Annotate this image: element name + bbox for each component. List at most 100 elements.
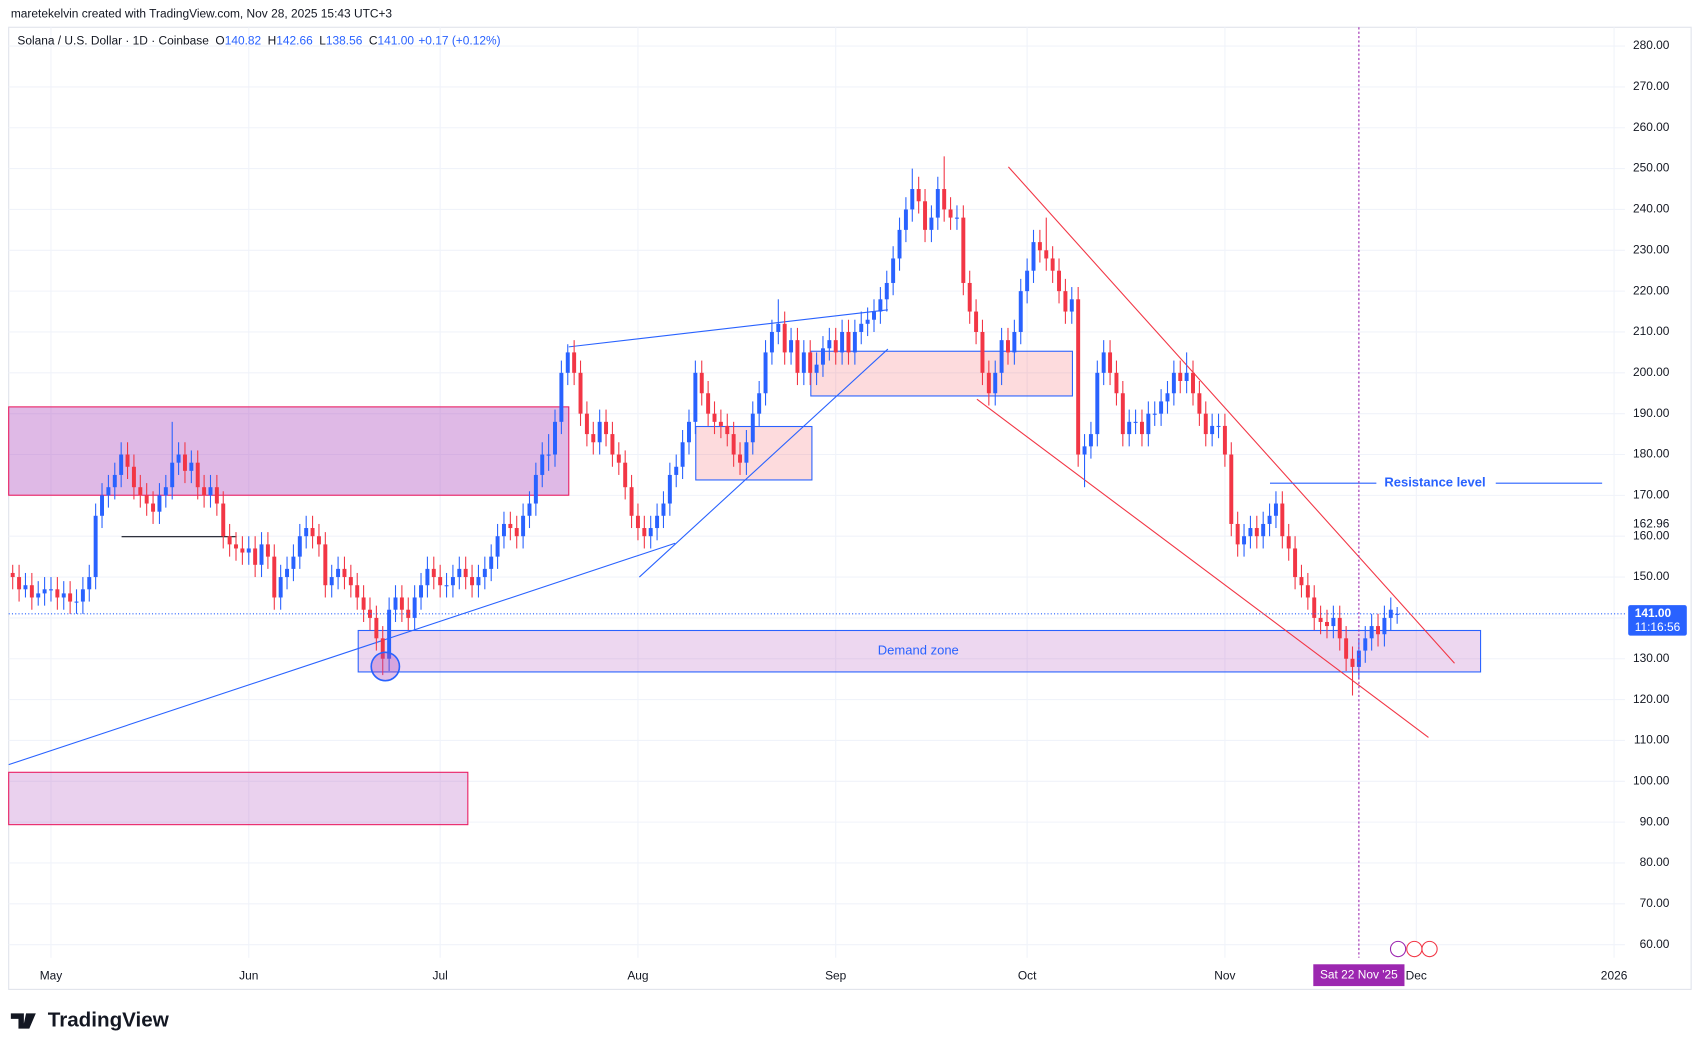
candle-body [100,495,105,516]
candle-body [782,323,787,353]
candle-body [265,544,270,557]
candle-body [1203,413,1208,435]
y-tick-label: 120.00 [1633,692,1670,706]
legend-key: C [369,34,378,48]
x-tick-label: Dec [1406,968,1427,982]
y-tick-label: 240.00 [1633,202,1670,216]
candle-body [814,364,819,373]
candle-body [840,331,845,353]
candle-body [214,487,219,504]
candle-body [865,319,870,324]
legend-title: Solana / U.S. Dollar · 1D · Coinbase [17,34,209,48]
candle-body [795,340,800,373]
y-tick-label: 170.00 [1633,487,1670,501]
candle-body [23,585,28,590]
candle-body [610,434,615,455]
candle-body [648,528,653,537]
candle-body [42,589,47,594]
candle-body [1344,638,1349,659]
candle-body [763,352,768,394]
y-tick-label: 270.00 [1633,79,1670,93]
trendline [638,348,889,578]
candle-body [406,609,411,618]
candle-body [1120,393,1125,435]
candle-body [1337,617,1342,639]
candle-body [916,189,921,202]
candle-body [993,372,998,394]
candle-body [1210,425,1215,435]
candle-body [776,323,781,332]
candle-body [999,340,1004,373]
candle-body [687,421,691,443]
candle-body [533,474,538,504]
candle-body [1184,372,1189,381]
candle-body [399,597,404,610]
candle-body [304,528,309,537]
trendline [8,542,676,766]
last-price-label: 141.00 [1635,606,1672,620]
candle-body [36,593,41,598]
candle-body [661,503,666,516]
candle-body [272,556,277,598]
candle-body [1044,250,1049,259]
candle-body [891,258,896,283]
candle-body [878,299,883,312]
candle-body [119,454,124,475]
candle-body [1293,548,1298,578]
candle-body [1159,401,1164,414]
candle-body [291,556,296,569]
candle-body [393,597,398,610]
candle-body [49,589,53,591]
y-tick-label: 190.00 [1633,406,1670,420]
candle-body [591,434,596,443]
candle-body [680,442,685,467]
candle-body [801,352,806,373]
candle-body [954,217,959,219]
x-tick-label: Jul [433,968,448,982]
icon [1406,940,1423,958]
candle-body [10,572,15,578]
x-tick-label: 2026 [1601,968,1628,982]
candle-body [176,454,181,463]
candle-body [29,585,34,598]
candle-body [125,454,130,467]
logo-mark [10,1013,36,1029]
grid: 60.00 70.00 80.00 90.00 100.00 110.00 120.00 13… [8,27,1670,982]
candle-body [1382,617,1387,635]
zone [8,771,469,826]
y-tick-label: 160.00 [1633,528,1670,542]
candle-body [361,597,366,610]
legend-key: L [319,34,326,48]
y-tick-label: 70.00 [1640,896,1670,910]
candle-body [1222,425,1227,455]
y-tick-label: 150.00 [1633,569,1670,583]
candle-body [859,323,864,332]
logo: TradingView [10,1008,170,1031]
y-tick-label: 200.00 [1633,365,1670,379]
candle-body [380,638,385,659]
candle-body [706,393,711,414]
candle-body [1108,352,1113,373]
candle-body [655,515,660,529]
y-tick-label: 80.00 [1640,855,1670,869]
candle-body [246,548,251,553]
highlight-circle [370,651,401,682]
candle-body [642,528,647,537]
candle-body [202,487,207,496]
annotation: Resistance level [1384,475,1485,490]
candle-body [616,454,621,463]
candle-body [457,568,462,578]
candle-body [667,474,672,504]
candle-body [151,503,156,512]
candle-body [1273,503,1278,516]
candle-body [1388,609,1393,618]
candle-body [112,474,117,488]
candle-body [910,189,915,210]
candle-body [572,352,577,373]
x-tick-label: Sep [825,968,847,982]
candle-body [967,282,972,312]
candle-body [527,503,532,516]
candle-body [336,568,341,578]
icon [1421,940,1438,958]
